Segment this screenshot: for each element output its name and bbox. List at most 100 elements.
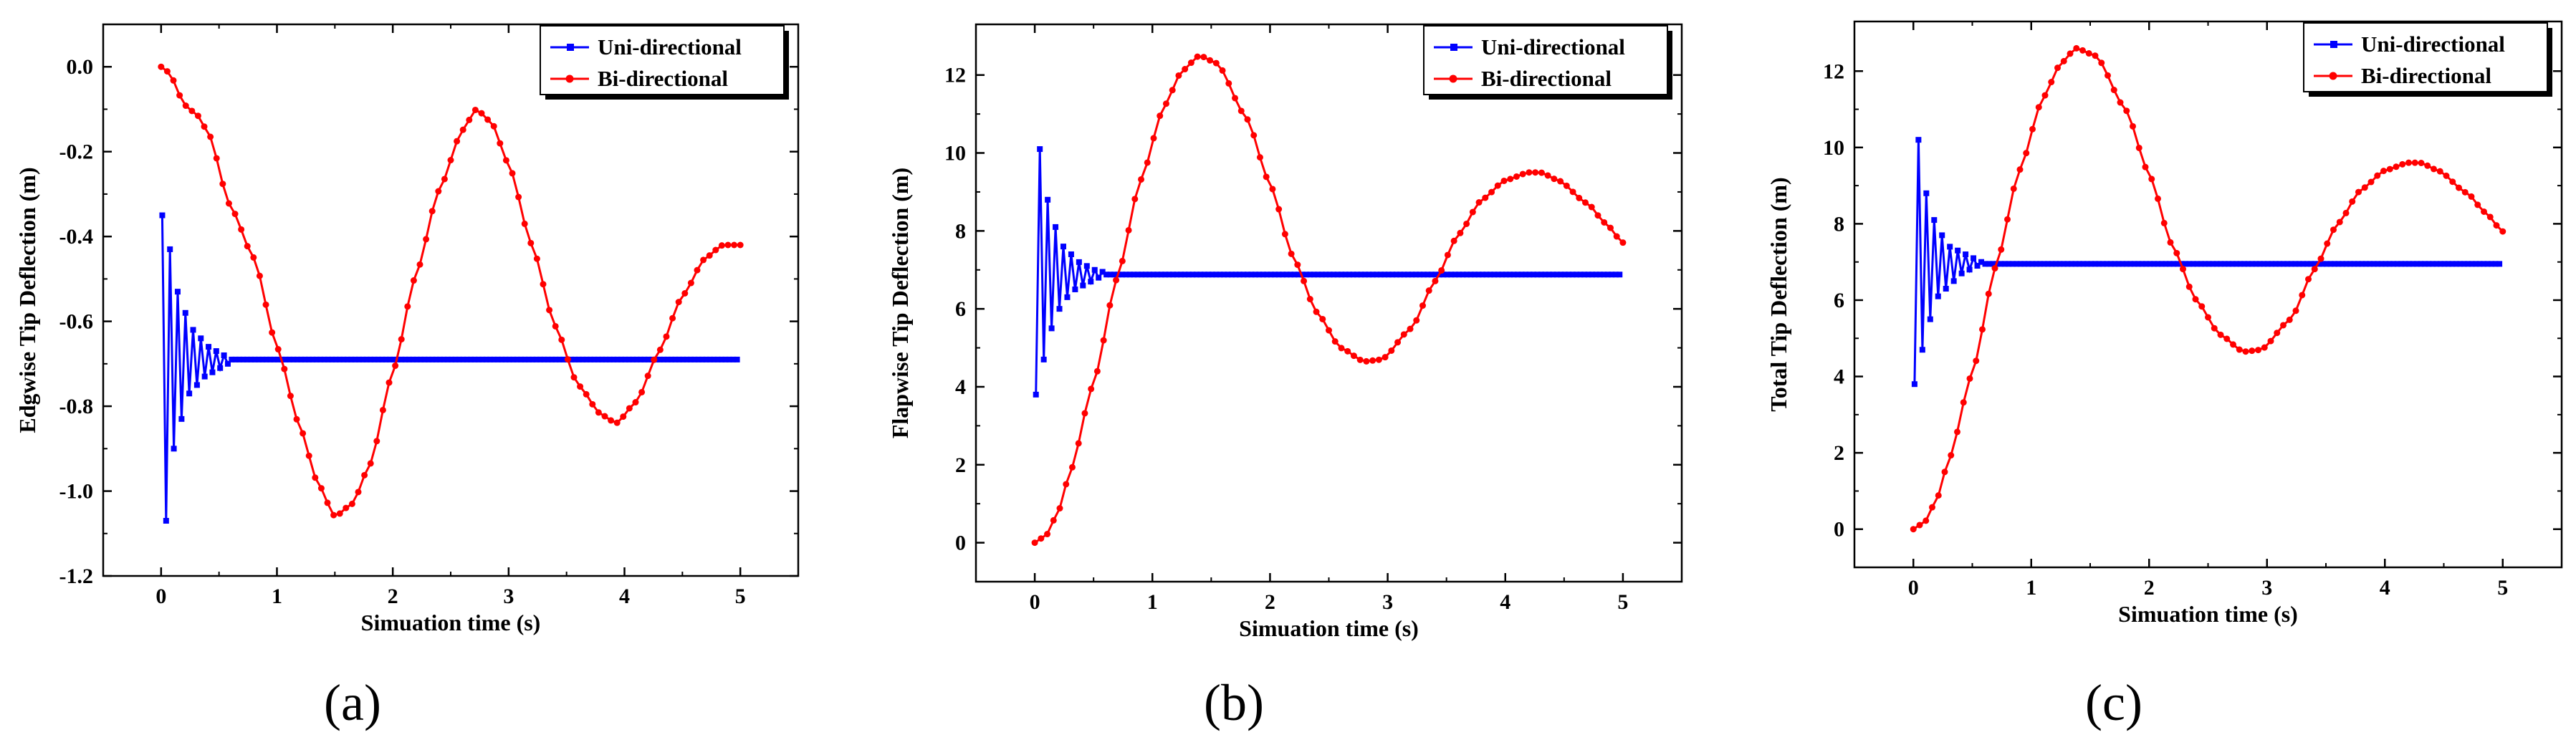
data-point	[2418, 160, 2425, 167]
data-point	[2060, 57, 2067, 64]
data-point	[1923, 517, 1930, 524]
data-point	[1157, 112, 1164, 120]
data-point	[1935, 293, 1941, 299]
data-point	[2067, 50, 2074, 57]
data-point	[1064, 294, 1071, 300]
data-point	[330, 511, 337, 519]
data-point	[2465, 261, 2471, 267]
data-point	[460, 356, 466, 362]
data-point	[533, 255, 540, 262]
x-tick-label: 0	[155, 585, 166, 608]
data-point	[1260, 271, 1266, 278]
data-point	[2347, 261, 2353, 267]
legend: Uni-directional Bi-directional	[540, 25, 789, 100]
y-tick-label: -0.4	[59, 225, 94, 249]
data-point	[2029, 125, 2036, 133]
data-point	[1256, 154, 1263, 161]
data-point	[491, 356, 497, 362]
y-tick-label: 0	[955, 532, 966, 555]
data-point	[2211, 325, 2218, 332]
data-point	[1099, 269, 1106, 275]
data-point	[2380, 168, 2387, 175]
data-point	[2218, 261, 2224, 267]
data-point	[368, 356, 374, 362]
data-point	[1331, 338, 1339, 345]
data-point	[1593, 271, 1599, 278]
data-point	[1475, 199, 1483, 206]
data-point	[552, 322, 559, 330]
data-point	[1483, 271, 1490, 278]
data-point	[1174, 271, 1180, 278]
data-point	[2016, 166, 2024, 173]
data-point	[198, 335, 204, 342]
data-point	[2355, 188, 2362, 196]
data-point	[644, 372, 651, 380]
data-point	[2255, 347, 2261, 354]
data-point	[325, 356, 331, 362]
data-point	[201, 123, 208, 130]
data-point	[2130, 122, 2136, 130]
data-point	[676, 356, 682, 362]
data-point	[2481, 208, 2487, 215]
data-point	[1060, 244, 1066, 250]
data-point	[2324, 261, 2330, 267]
data-point	[1068, 251, 1074, 257]
data-point	[2198, 261, 2204, 267]
data-point	[2386, 165, 2393, 173]
data-point	[398, 356, 405, 362]
series-bi-directional	[1031, 53, 1627, 547]
series-bi-directional	[158, 63, 744, 519]
data-point	[2406, 261, 2413, 267]
data-point	[711, 356, 717, 362]
data-point	[514, 356, 520, 362]
data-point	[730, 356, 737, 362]
data-point	[2370, 261, 2377, 267]
data-point	[2186, 261, 2193, 267]
data-point	[2080, 261, 2087, 267]
data-point	[1413, 317, 1420, 324]
y-tick-label: 12	[1823, 59, 1844, 83]
data-point	[193, 382, 200, 388]
data-point	[2174, 261, 2180, 267]
data-point	[2048, 79, 2055, 86]
data-point	[213, 155, 220, 162]
data-point	[1103, 271, 1110, 278]
data-point	[269, 329, 276, 336]
data-point	[1963, 251, 1969, 258]
data-point	[186, 390, 193, 397]
data-point	[2035, 104, 2042, 111]
data-point	[281, 365, 288, 372]
data-point	[1375, 356, 1382, 363]
data-point	[546, 307, 553, 314]
data-point	[1045, 196, 1051, 203]
data-point	[595, 356, 601, 362]
data-point	[1123, 271, 1129, 278]
data-point	[1463, 220, 1470, 227]
data-point	[2148, 176, 2155, 183]
data-point	[687, 279, 694, 287]
data-point	[1288, 271, 1294, 278]
data-point	[244, 243, 251, 250]
data-point	[2299, 292, 2306, 299]
data-point	[2143, 261, 2150, 267]
data-point	[2210, 261, 2216, 267]
data-point	[1323, 271, 1329, 278]
data-point	[224, 360, 231, 367]
data-point	[712, 246, 719, 254]
data-point	[1499, 271, 1505, 278]
data-point	[2166, 261, 2173, 267]
data-point	[2496, 261, 2503, 267]
data-point	[437, 356, 444, 362]
series-uni-directional	[1911, 137, 2503, 388]
data-point	[1194, 53, 1201, 60]
data-point	[1313, 308, 1320, 315]
data-point	[626, 405, 633, 412]
data-point	[1389, 271, 1396, 278]
data-point	[2033, 261, 2039, 267]
data-point	[1991, 265, 1998, 272]
data-point	[2484, 261, 2491, 267]
data-point	[1407, 325, 1414, 332]
data-point	[306, 356, 312, 362]
data-point	[537, 356, 544, 362]
data-point	[656, 356, 663, 362]
